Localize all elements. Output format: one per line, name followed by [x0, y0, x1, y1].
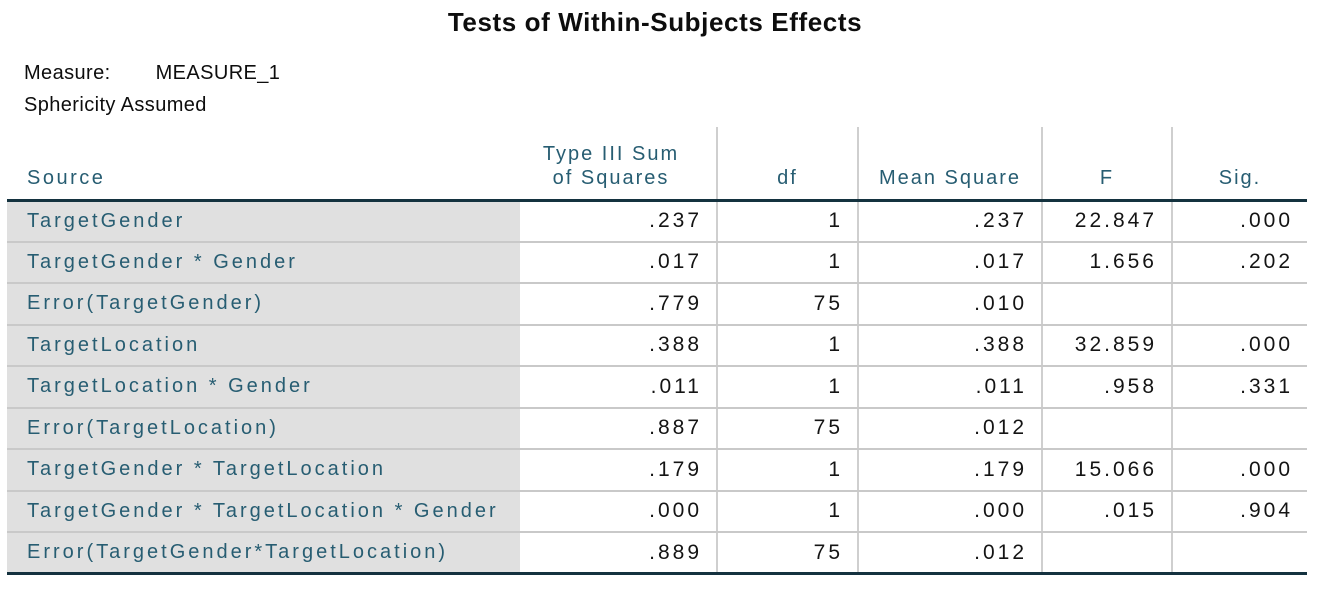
mean-square-cell: .388	[857, 324, 1042, 367]
sig-cell: .331	[1171, 366, 1307, 409]
col-header-sig: Sig.	[1171, 127, 1307, 202]
sum-of-squares-cell: .000	[520, 490, 717, 533]
df-cell: 1	[716, 200, 858, 243]
sphericity-note: Sphericity Assumed	[24, 94, 207, 116]
f-cell: 22.847	[1041, 200, 1172, 243]
col-header-source: Source	[7, 127, 520, 202]
table-row: Error(TargetLocation) .887 75 .012	[7, 407, 1307, 450]
source-cell: Error(TargetGender)	[7, 283, 520, 326]
sig-cell: .202	[1171, 241, 1307, 284]
f-cell	[1041, 532, 1172, 575]
header-row: Source Type III Sum of Squares df Mean Sq…	[7, 127, 1307, 202]
mean-square-cell: .179	[857, 449, 1042, 492]
sum-of-squares-cell: .889	[520, 532, 717, 575]
source-cell: Error(TargetLocation)	[7, 407, 520, 450]
page-title: Tests of Within-Subjects Effects	[447, 7, 863, 37]
sig-cell	[1171, 283, 1307, 326]
table-row: TargetGender * Gender .017 1 .017 1.656 …	[7, 241, 1307, 284]
df-cell: 1	[716, 490, 858, 533]
table-row: TargetGender * TargetLocation .179 1 .17…	[7, 449, 1307, 492]
mean-square-cell: .237	[857, 200, 1042, 243]
f-cell	[1041, 407, 1172, 450]
table-row: TargetGender .237 1 .237 22.847 .000	[7, 200, 1307, 243]
mean-square-cell: .011	[857, 366, 1042, 409]
col-header-type-iii-sum-of-squares: Type III Sum of Squares	[520, 127, 717, 202]
mean-square-cell: .010	[857, 283, 1042, 326]
sig-cell	[1171, 407, 1307, 450]
table-row: TargetGender * TargetLocation * Gender .…	[7, 490, 1307, 533]
mean-square-cell: .017	[857, 241, 1042, 284]
f-cell: .015	[1041, 490, 1172, 533]
sum-of-squares-cell: .779	[520, 283, 717, 326]
source-cell: TargetGender * TargetLocation * Gender	[7, 490, 520, 533]
measure-line: Measure: MEASURE_1	[24, 62, 280, 85]
sum-of-squares-cell: .237	[520, 200, 717, 243]
f-cell	[1041, 283, 1172, 326]
sig-cell: .000	[1171, 200, 1307, 243]
df-cell: 1	[716, 324, 858, 367]
header-ss-line2: of Squares	[552, 166, 670, 189]
sum-of-squares-cell: .887	[520, 407, 717, 450]
df-cell: 75	[716, 532, 858, 575]
df-cell: 75	[716, 283, 858, 326]
within-subjects-effects-table[interactable]: Source Type III Sum of Squares df Mean Sq…	[7, 127, 1307, 575]
source-cell: TargetGender * TargetLocation	[7, 449, 520, 492]
measure-label: Measure:	[24, 62, 111, 84]
df-cell: 1	[716, 449, 858, 492]
sig-cell: .000	[1171, 324, 1307, 367]
source-cell: TargetLocation * Gender	[7, 366, 520, 409]
col-header-df: df	[716, 127, 858, 202]
df-cell: 1	[716, 366, 858, 409]
header-ss-line1: Type III Sum	[542, 142, 680, 165]
source-cell: TargetGender	[7, 200, 520, 243]
measure-value: MEASURE_1	[155, 62, 281, 84]
sig-cell: .000	[1171, 449, 1307, 492]
table-row: Error(TargetGender) .779 75 .010	[7, 283, 1307, 326]
mean-square-cell: .012	[857, 407, 1042, 450]
source-cell: TargetLocation	[7, 324, 520, 367]
f-cell: 15.066	[1041, 449, 1172, 492]
sum-of-squares-cell: .388	[520, 324, 717, 367]
mean-square-cell: .012	[857, 532, 1042, 575]
df-cell: 75	[716, 407, 858, 450]
f-cell: .958	[1041, 366, 1172, 409]
sum-of-squares-cell: .017	[520, 241, 717, 284]
source-cell: Error(TargetGender*TargetLocation)	[7, 532, 520, 575]
f-cell: 1.656	[1041, 241, 1172, 284]
f-cell: 32.859	[1041, 324, 1172, 367]
sig-cell	[1171, 532, 1307, 575]
sum-of-squares-cell: .011	[520, 366, 717, 409]
mean-square-cell: .000	[857, 490, 1042, 533]
col-header-f: F	[1041, 127, 1172, 202]
table-row: TargetLocation .388 1 .388 32.859 .000	[7, 324, 1307, 367]
df-cell: 1	[716, 241, 858, 284]
sum-of-squares-cell: .179	[520, 449, 717, 492]
table-row: Error(TargetGender*TargetLocation) .889 …	[7, 532, 1307, 575]
col-header-mean-square: Mean Square	[857, 127, 1042, 202]
table-row: TargetLocation * Gender .011 1 .011 .958…	[7, 366, 1307, 409]
sig-cell: .904	[1171, 490, 1307, 533]
source-cell: TargetGender * Gender	[7, 241, 520, 284]
